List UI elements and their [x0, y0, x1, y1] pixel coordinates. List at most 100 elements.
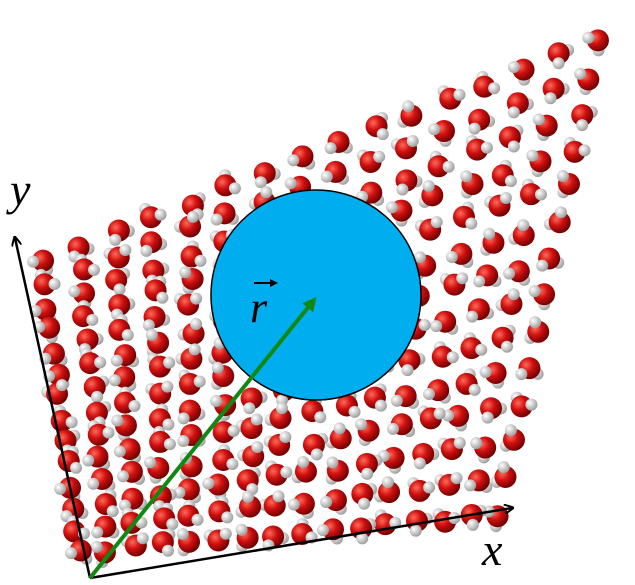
hydrogen-atom: [505, 424, 517, 436]
probe-sphere: [211, 190, 421, 400]
hydrogen-atom: [434, 408, 446, 420]
hydrogen-atom: [557, 170, 569, 182]
hydrogen-atom: [483, 228, 495, 240]
hydrogen-atom: [54, 483, 66, 495]
hydrogen-atom: [443, 161, 455, 173]
hydrogen-atom: [423, 481, 435, 493]
hydrogen-atom: [94, 356, 106, 368]
hydrogen-atom: [481, 142, 493, 154]
hydrogen-atom: [535, 189, 547, 201]
diagram: y x r: [0, 0, 635, 585]
hydrogen-atom: [161, 381, 173, 393]
hydrogen-atom: [229, 182, 241, 194]
hydrogen-atom: [508, 61, 520, 73]
hydrogen-atom: [377, 128, 389, 140]
hydrogen-atom: [446, 251, 458, 263]
y-axis-label: y: [6, 164, 31, 215]
hydrogen-atom: [465, 218, 477, 230]
hydrogen-atom: [517, 219, 529, 231]
hydrogen-atom: [66, 416, 78, 428]
hydrogen-atom: [177, 435, 189, 447]
hydrogen-atom: [166, 518, 178, 530]
hydrogen-atom: [387, 423, 399, 435]
hydrogen-atom: [391, 395, 403, 407]
hydrogen-atom: [210, 395, 222, 407]
hydrogen-atom: [515, 368, 527, 380]
hydrogen-atom: [386, 201, 398, 213]
hydrogen-atom: [396, 184, 408, 196]
hydrogen-atom: [480, 366, 492, 378]
hydrogen-atom: [466, 311, 478, 323]
hydrogen-atom: [498, 461, 510, 473]
hydrogen-atom: [70, 462, 82, 474]
hydrogen-atom: [119, 244, 131, 256]
hydrogen-atom: [361, 468, 373, 480]
hydrogen-atom: [285, 177, 297, 189]
hydrogen-atom: [155, 209, 167, 221]
hydrogen-atom: [82, 455, 94, 467]
hydrogen-atom: [402, 364, 414, 376]
hydrogen-atom: [456, 272, 468, 284]
hydrogen-atom: [117, 470, 129, 482]
hydrogen-atom: [460, 170, 472, 182]
hydrogen-atom: [311, 448, 323, 460]
hydrogen-atom: [576, 119, 588, 131]
hydrogen-atom: [103, 427, 115, 439]
hydrogen-atom: [91, 541, 103, 553]
hydrogen-atom: [423, 180, 435, 192]
hydrogen-atom: [276, 402, 288, 414]
hydrogen-atom: [321, 171, 333, 183]
hydrogen-atom: [288, 498, 300, 510]
hydrogen-atom: [212, 362, 224, 374]
hydrogen-atom: [500, 192, 512, 204]
hydrogen-atom: [414, 457, 426, 469]
hydrogen-atom: [27, 256, 39, 268]
hydrogen-atom: [273, 490, 285, 502]
hydrogen-atom: [287, 154, 299, 166]
hydrogen-atom: [555, 206, 567, 218]
hydrogen-atom: [194, 375, 206, 387]
hydrogen-atom: [68, 285, 80, 297]
hydrogen-atom: [431, 216, 443, 228]
hydrogen-atom: [86, 314, 98, 326]
hydrogen-atom: [260, 186, 272, 198]
hydrogen-atom: [122, 329, 134, 341]
hydrogen-atom: [533, 113, 545, 125]
hydrogen-atom: [314, 411, 326, 423]
hydrogen-atom: [211, 214, 223, 226]
hydrogen-atom: [236, 524, 248, 536]
hydrogen-atom: [177, 528, 189, 540]
hydrogen-atom: [56, 379, 68, 391]
hydrogen-atom: [454, 437, 466, 449]
hydrogen-atom: [508, 288, 520, 300]
hydrogen-atom: [242, 491, 254, 503]
hydrogen-atom: [114, 445, 126, 457]
hydrogen-atom: [334, 422, 346, 434]
hydrogen-atom: [251, 414, 263, 426]
hydrogen-atom: [91, 526, 103, 538]
hydrogen-atom: [505, 175, 517, 187]
hydrogen-atom: [482, 412, 494, 424]
hydrogen-atom: [326, 456, 338, 468]
hydrogen-atom: [279, 431, 291, 443]
hydrogen-atom: [526, 150, 538, 162]
hydrogen-atom: [280, 466, 292, 478]
hydrogen-atom: [88, 264, 100, 276]
hydrogen-atom: [320, 496, 332, 508]
hydrogen-atom: [579, 144, 591, 156]
hydrogen-atom: [195, 255, 207, 267]
hydrogen-atom: [251, 441, 263, 453]
hydrogen-atom: [163, 357, 175, 369]
hydrogen-atom: [87, 478, 99, 490]
hydrogen-atom: [503, 268, 515, 280]
hydrogen-atom: [469, 123, 481, 135]
hydrogen-atom: [419, 319, 431, 331]
hydrogen-atom: [243, 402, 255, 414]
hydrogen-atom: [529, 316, 541, 328]
hydrogen-atom: [220, 528, 232, 540]
hydrogen-atom: [137, 532, 149, 544]
hydrogen-atom: [536, 260, 548, 272]
x-axis-label: x: [481, 524, 503, 575]
hydrogen-atom: [464, 479, 476, 491]
hydrogen-atom: [430, 320, 442, 332]
